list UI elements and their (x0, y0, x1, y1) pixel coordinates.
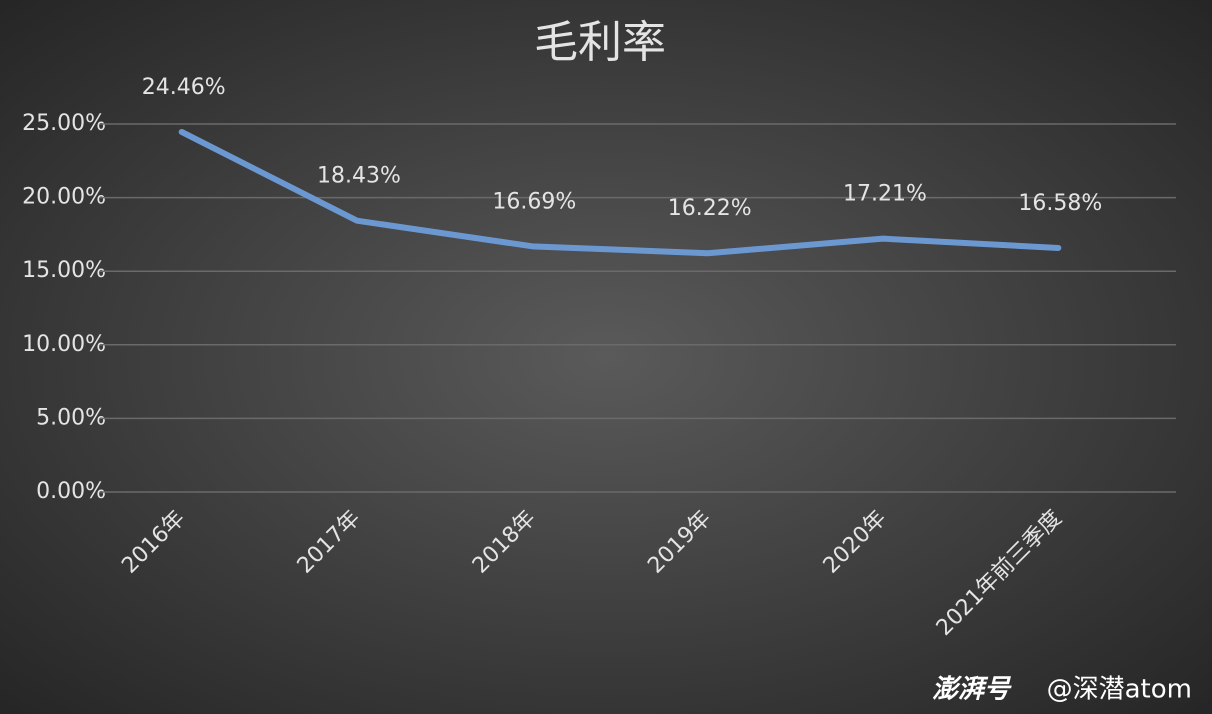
y-tick-label: 25.00% (22, 111, 106, 136)
y-tick-label: 0.00% (36, 479, 106, 504)
watermark-author: @深潜atom (1047, 675, 1192, 705)
line (178, 128, 1062, 257)
chart-title: 毛利率 (534, 17, 666, 68)
data-label: 18.43% (317, 164, 401, 189)
data-label: 16.69% (492, 189, 576, 214)
y-tick-label: 20.00% (22, 185, 106, 210)
y-tick-label: 15.00% (22, 258, 106, 283)
data-label: 17.21% (843, 182, 927, 207)
y-tick-label: 5.00% (36, 405, 106, 430)
y-tick-label: 10.00% (22, 332, 106, 357)
data-label: 16.22% (668, 196, 752, 221)
data-label: 24.46% (142, 75, 226, 100)
data-label: 16.58% (1018, 191, 1102, 216)
watermark-brand: 澎湃号 (932, 675, 1012, 705)
